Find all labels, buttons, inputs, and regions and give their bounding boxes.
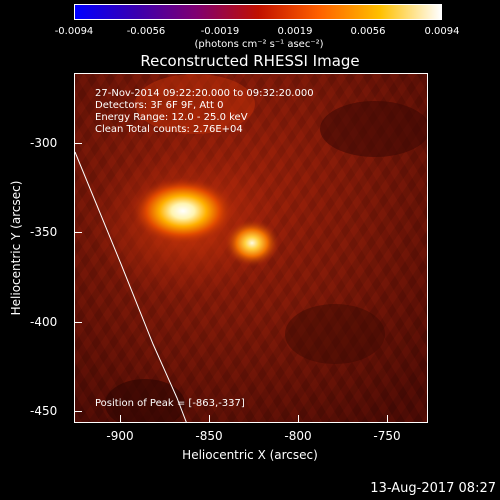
x-tick-mark <box>209 415 210 423</box>
colorbar-tick-label: -0.0056 <box>126 26 166 37</box>
info-detectors: Detectors: 3F 6F 9F, Att 0 <box>95 100 224 111</box>
info-time-range: 27-Nov-2014 09:22:20.000 to 09:32:20.000 <box>95 88 314 99</box>
x-axis-label: Heliocentric X (arcsec) <box>182 448 318 462</box>
info-energy-range: Energy Range: 12.0 - 25.0 keV <box>95 112 248 123</box>
y-axis-label: Heliocentric Y (arcsec) <box>9 180 23 316</box>
y-tick-label: -350 <box>30 225 58 239</box>
y-tick-label: -400 <box>30 315 58 329</box>
x-tick-label: -900 <box>106 429 134 443</box>
y-tick-mark <box>74 411 82 412</box>
colorbar-tick-label: 0.0056 <box>350 26 386 37</box>
hxr-source-primary <box>131 177 235 245</box>
x-tick-mark <box>387 415 388 423</box>
dark-region <box>105 379 185 422</box>
plot-title: Reconstructed RHESSI Image <box>140 52 360 70</box>
solar-limb-line <box>75 151 187 422</box>
y-tick-mark <box>74 143 82 144</box>
peak-position-label: Position of Peak = [-863,-337] <box>95 398 245 409</box>
dark-region <box>285 304 385 364</box>
info-method-counts: Clean Total counts: 2.76E+04 <box>95 124 243 135</box>
colorbar-tick-label: 0.0019 <box>277 26 313 37</box>
colorbar-tick-label: -0.0019 <box>200 26 240 37</box>
solar-image <box>75 74 427 422</box>
y-tick-label: -300 <box>30 136 58 150</box>
y-tick-mark <box>74 232 82 233</box>
hxr-source-secondary <box>224 219 280 267</box>
generation-timestamp: 13-Aug-2017 08:27 <box>370 481 496 496</box>
x-tick-mark <box>298 415 299 423</box>
colorbar <box>74 4 442 20</box>
colorbar-tick-label: -0.0094 <box>54 26 94 37</box>
x-tick-label: -800 <box>284 429 312 443</box>
dark-region <box>320 101 427 157</box>
x-tick-label: -850 <box>195 429 223 443</box>
colorbar-units-label: (photons cm⁻² s⁻¹ asec⁻²) <box>194 39 324 50</box>
y-tick-mark <box>74 322 82 323</box>
y-tick-label: -450 <box>30 404 58 418</box>
background-emission <box>135 74 255 134</box>
x-tick-mark <box>120 415 121 423</box>
x-tick-label: -750 <box>373 429 401 443</box>
image-plot-area: 27-Nov-2014 09:22:20.000 to 09:32:20.000… <box>74 73 428 423</box>
colorbar-tick-label: 0.0094 <box>424 26 460 37</box>
